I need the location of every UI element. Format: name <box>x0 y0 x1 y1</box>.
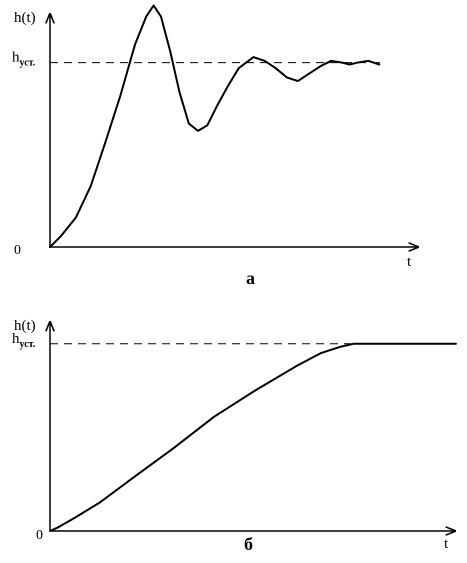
panel-b-label: б <box>244 534 253 554</box>
panel-a-steady-label-main: h <box>12 50 20 66</box>
panel-b-steady-label: hуст. <box>12 331 36 350</box>
panel-a-label: а <box>246 268 255 288</box>
panel-a-xlabel: t <box>407 254 412 270</box>
panel-a-steady-label: hуст. <box>12 50 36 69</box>
panel-b-steady-label-sub: уст. <box>20 339 36 350</box>
panel-a-steady-label-sub: уст. <box>20 58 36 69</box>
panel-b-steady-label-main: h <box>12 331 20 347</box>
panel-a-response-curve <box>49 4 381 248</box>
panel-b-response-curve <box>49 342 457 532</box>
panel-b: h(t) 0 t б hуст. <box>12 318 457 554</box>
panel-a-ylabel: h(t) <box>14 10 36 26</box>
panel-a: h(t) 0 t а hуст. <box>12 4 418 288</box>
panel-a-origin-label: 0 <box>14 243 21 258</box>
panel-b-ylabel: h(t) <box>14 318 36 334</box>
panel-b-xlabel: t <box>444 536 449 552</box>
panel-b-origin-label: 0 <box>36 528 43 543</box>
